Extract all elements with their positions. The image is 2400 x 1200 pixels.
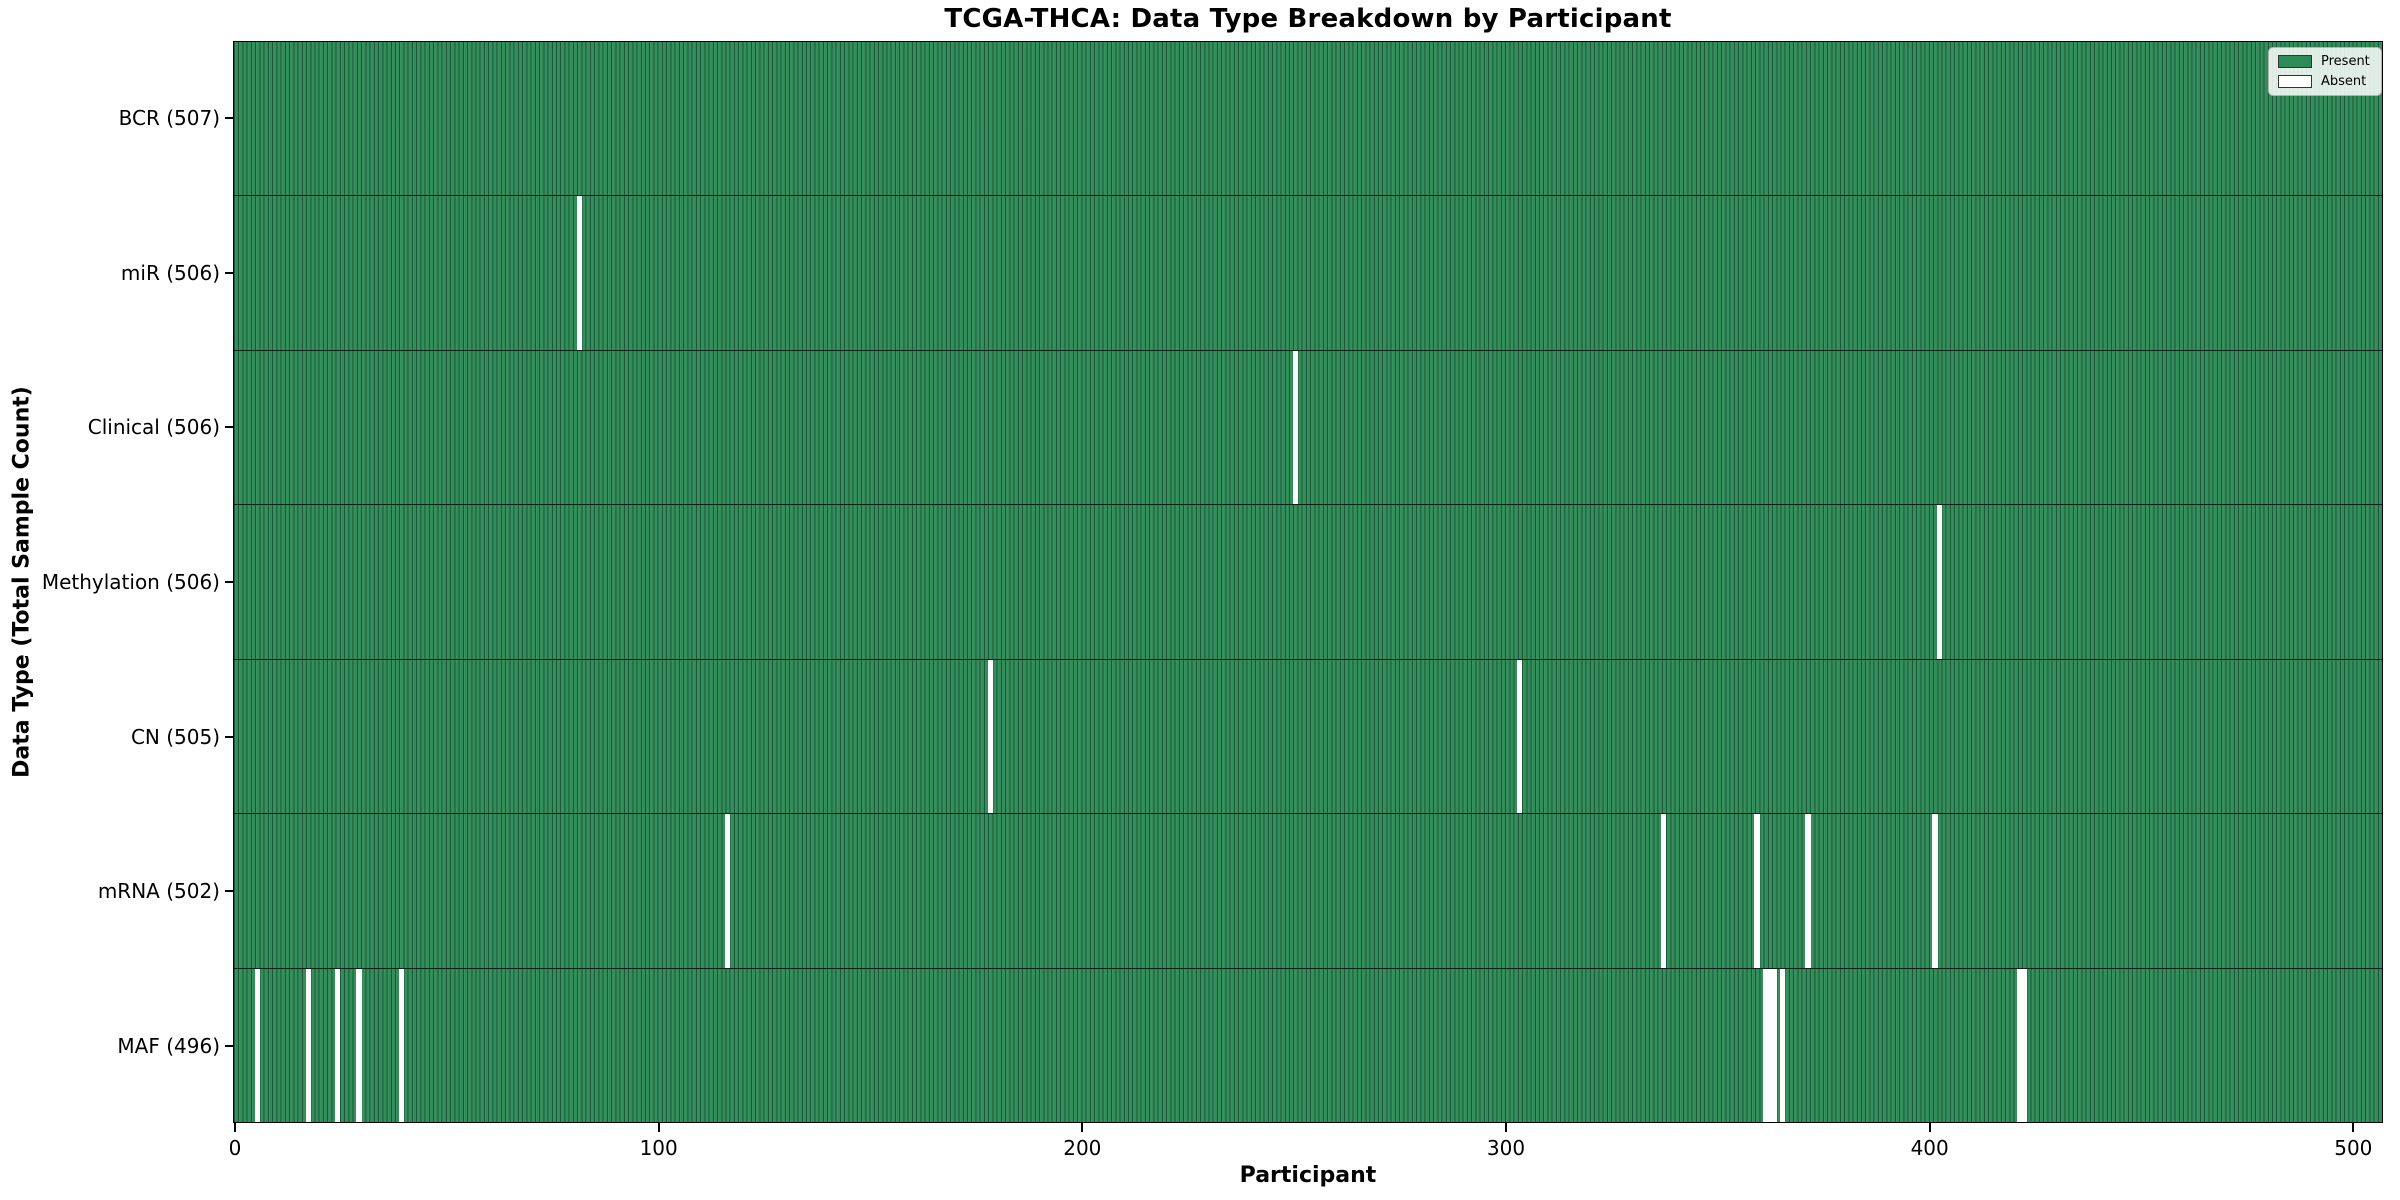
y-tick-mark (225, 890, 233, 893)
legend-present-swatch (2278, 55, 2312, 68)
y-tick-mark (225, 1044, 233, 1047)
absent-gap (305, 968, 311, 1122)
y-tick-label: BCR (507) (118, 106, 220, 131)
x-tick-mark (2352, 1123, 2355, 1132)
row-clinical (234, 349, 2382, 505)
x-axis-label: Participant (1239, 1163, 1377, 1188)
row-mir (234, 195, 2382, 350)
absent-gap (1754, 814, 1760, 968)
absent-gap (1767, 968, 1773, 1122)
plot-area (233, 41, 2383, 1123)
y-tick-label: MAF (496) (117, 1033, 220, 1058)
y-tick-label: CN (505) (130, 724, 220, 749)
absent-gap (335, 968, 341, 1122)
absent-gap (1661, 814, 1667, 968)
y-tick-label: mRNA (502) (97, 879, 220, 904)
y-tick-mark (225, 735, 233, 738)
legend-present-label: Present (2321, 54, 2370, 69)
row-cn (234, 658, 2382, 814)
x-tick-label: 300 (1486, 1136, 1526, 1160)
x-tick-mark (657, 1123, 660, 1132)
chart-title: TCGA-THCA: Data Type Breakdown by Partic… (944, 4, 1672, 34)
row-methylation (234, 504, 2382, 659)
row-mrna (234, 813, 2382, 968)
legend-absent-label: Absent (2321, 74, 2367, 89)
absent-gap (1292, 350, 1298, 505)
y-tick-mark (225, 426, 233, 429)
row-bcr (234, 42, 2382, 196)
absent-gap (1779, 968, 1786, 1122)
x-tick-label: 400 (1910, 1136, 1949, 1160)
y-tick-mark (225, 117, 233, 120)
y-tick-mark (225, 581, 233, 583)
x-tick-mark (1081, 1123, 1084, 1132)
x-tick-mark (1505, 1123, 1507, 1132)
absent-gap (1805, 814, 1811, 968)
x-tick-label: 0 (228, 1136, 242, 1160)
x-tick-label: 500 (2334, 1136, 2373, 1160)
absent-gap (398, 968, 404, 1122)
absent-gap (724, 814, 731, 968)
x-tick-mark (234, 1123, 236, 1132)
absent-gap (576, 196, 582, 350)
absent-gap (1771, 968, 1777, 1122)
y-tick-mark (225, 271, 233, 274)
absent-gap (2017, 968, 2023, 1122)
absent-gap (1936, 505, 1942, 659)
y-tick-label: Clinical (506) (87, 415, 220, 440)
legend-entry-absent: Absent (2278, 75, 2372, 88)
absent-gap (356, 968, 362, 1122)
legend: Present Absent (2268, 47, 2382, 96)
absent-gap (2021, 968, 2027, 1122)
absent-gap (1517, 659, 1523, 814)
legend-absent-swatch (2278, 75, 2312, 88)
legend-entry-present: Present (2278, 55, 2372, 68)
y-tick-label: miR (506) (120, 260, 220, 285)
absent-gap (987, 659, 993, 814)
y-tick-label: Methylation (506) (41, 570, 220, 594)
row-maf (234, 967, 2382, 1122)
absent-gap (1932, 814, 1938, 968)
x-tick-label: 200 (1063, 1136, 1102, 1160)
absent-gap (254, 968, 260, 1122)
x-tick-label: 100 (639, 1136, 678, 1160)
x-tick-mark (1928, 1123, 1931, 1132)
absent-gap (1762, 968, 1769, 1122)
